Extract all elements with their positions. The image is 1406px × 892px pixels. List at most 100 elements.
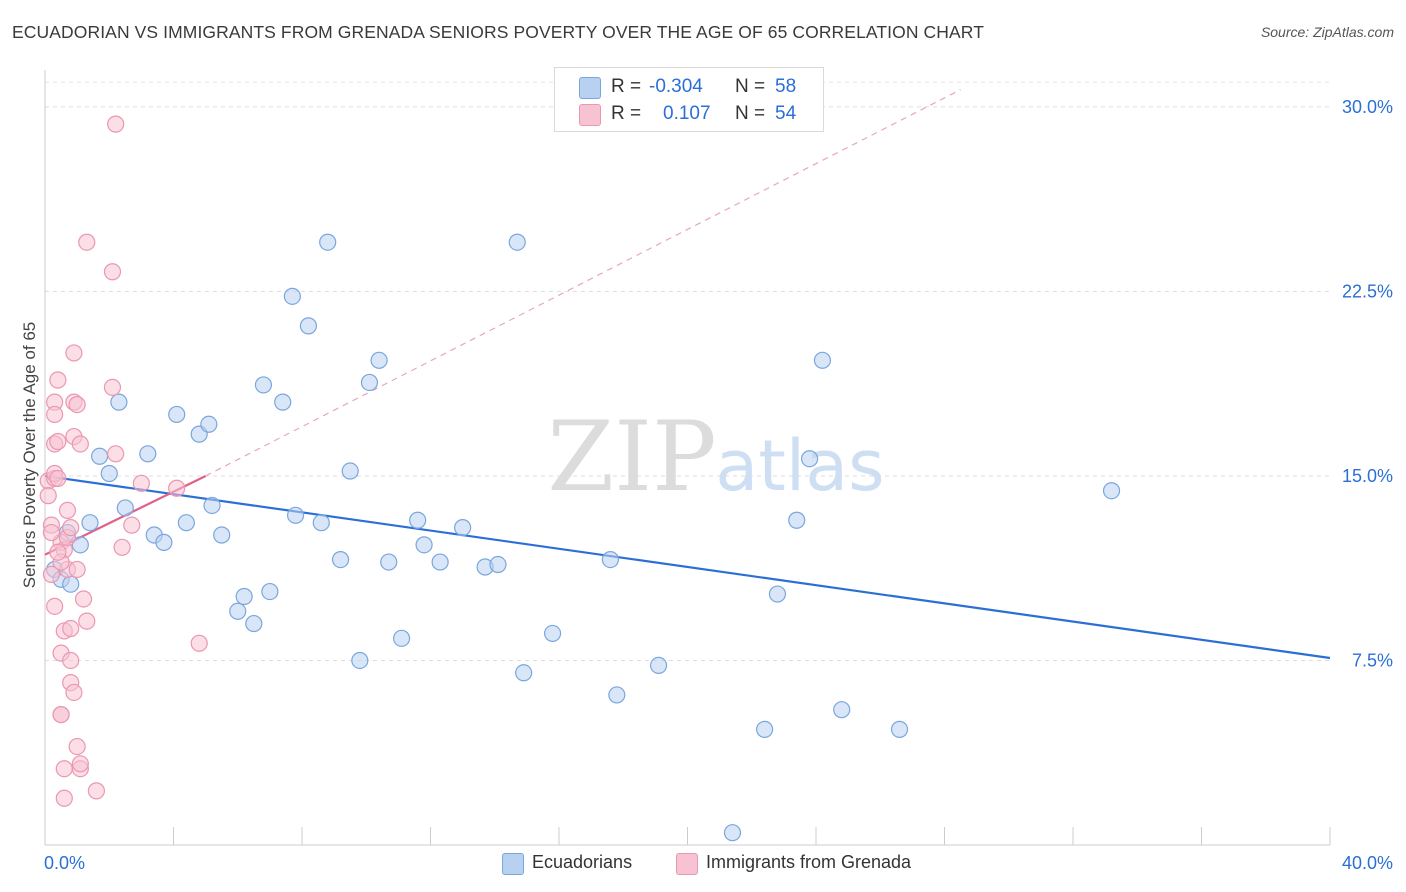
bottom-legend-label: Immigrants from Grenada bbox=[706, 852, 912, 872]
grenada-point bbox=[113, 538, 131, 556]
ecuadorian-point bbox=[755, 720, 774, 738]
grenada-point bbox=[71, 755, 89, 773]
ecuadorian-point bbox=[261, 582, 279, 601]
ecuadorian-point bbox=[245, 614, 263, 633]
grenada-point bbox=[103, 263, 122, 281]
ecuadorian-point bbox=[649, 656, 668, 674]
grenada-point bbox=[123, 516, 141, 534]
ecuadorian-point bbox=[177, 514, 195, 532]
grenada-point bbox=[78, 233, 96, 251]
ecuadorian-point bbox=[100, 464, 118, 483]
grenada-point bbox=[46, 405, 64, 424]
grenada-point bbox=[132, 474, 150, 492]
grenada-point bbox=[107, 115, 125, 133]
ecuadorian-point bbox=[788, 511, 806, 529]
ecuadorian-point bbox=[415, 536, 433, 554]
grenada-point bbox=[71, 435, 89, 453]
ecuadorian-point bbox=[833, 701, 851, 719]
ecuadorian-point bbox=[515, 664, 533, 682]
x-tick-label: 40.0% bbox=[1342, 853, 1393, 873]
ecuadorian-point bbox=[155, 533, 173, 551]
ecuadorian-point bbox=[286, 506, 305, 524]
grenada-point bbox=[49, 543, 67, 561]
ecuadorian-point bbox=[341, 462, 359, 480]
legend-r-label: R = bbox=[611, 103, 642, 124]
ecuadorian-point bbox=[508, 233, 526, 251]
x-tick-label: 0.0% bbox=[44, 853, 85, 873]
legend-r-value: 0.107 bbox=[663, 103, 711, 124]
ecuadorian-point bbox=[360, 373, 379, 392]
grenada-point bbox=[68, 737, 86, 756]
y-tick-label: 30.0% bbox=[1342, 97, 1393, 117]
grenada-point bbox=[78, 612, 96, 630]
grenada-point bbox=[62, 651, 80, 670]
ecuadorian-point bbox=[168, 405, 186, 424]
ecuadorian-point bbox=[62, 575, 80, 593]
ecuadorian-point bbox=[392, 629, 411, 647]
ecuadorian-point bbox=[299, 317, 318, 335]
grenada-point bbox=[52, 706, 70, 724]
grenada-point bbox=[74, 590, 93, 608]
legend-n-value: 58 bbox=[775, 76, 797, 97]
grenada-point bbox=[39, 487, 57, 505]
ecuadorian-trend-line bbox=[44, 474, 1331, 660]
pink-swatch-icon bbox=[676, 853, 698, 875]
grenada-point bbox=[42, 565, 61, 583]
ecuadorian-point bbox=[890, 720, 909, 738]
ecuadorian-point bbox=[454, 519, 472, 537]
ecuadorian-point bbox=[71, 536, 89, 554]
grenada-point bbox=[68, 396, 86, 414]
ecuadorian-point bbox=[116, 499, 134, 517]
grenada-point bbox=[42, 523, 61, 542]
ecuadorian-point bbox=[409, 511, 427, 529]
ecuadorian-point bbox=[331, 551, 350, 569]
grenada-point bbox=[49, 371, 67, 389]
grenada-point bbox=[168, 479, 186, 497]
grenada-point bbox=[62, 519, 80, 537]
ecuadorian-point bbox=[601, 551, 620, 569]
grenada-point bbox=[190, 634, 208, 652]
ecuadorian-point bbox=[203, 496, 221, 515]
ecuadorian-point bbox=[235, 587, 253, 606]
ecuadorian-point bbox=[813, 351, 832, 369]
ecuadorian-point bbox=[200, 415, 218, 433]
grenada-point bbox=[68, 560, 86, 579]
data-points bbox=[39, 115, 1121, 842]
ecuadorian-point bbox=[110, 393, 128, 411]
ecuadorian-point bbox=[723, 824, 742, 842]
chart-source: Source: ZipAtlas.com bbox=[1260, 24, 1394, 40]
ecuadorian-point bbox=[768, 585, 787, 603]
ecuadorian-point bbox=[91, 447, 109, 465]
y-tick-label: 7.5% bbox=[1352, 650, 1393, 670]
bottom-legend-label: Ecuadorians bbox=[532, 852, 633, 872]
ecuadorian-point bbox=[431, 553, 449, 571]
grid-lines bbox=[45, 81, 1330, 661]
ecuadorian-point bbox=[312, 514, 330, 532]
ecuadorian-point bbox=[319, 233, 337, 251]
ecuadorian-point bbox=[543, 624, 562, 643]
grenada-point bbox=[62, 619, 80, 638]
watermark-zip: ZIP bbox=[547, 401, 716, 513]
ecuadorian-point bbox=[489, 555, 507, 574]
ecuadorian-point bbox=[1102, 482, 1121, 500]
trend-lines bbox=[44, 89, 1331, 660]
legend-n-label: N = bbox=[735, 103, 766, 124]
watermark: ZIP atlas bbox=[547, 401, 884, 513]
ecuadorian-point bbox=[81, 514, 99, 532]
grenada-point bbox=[55, 789, 73, 807]
ecuadorian-point bbox=[351, 651, 369, 670]
pink-swatch-icon bbox=[579, 104, 601, 126]
correlation-legend: R = -0.304 N = 58 R = 0.107 N = 54 bbox=[554, 67, 824, 132]
grenada-point bbox=[49, 432, 67, 451]
y-tick-label: 22.5% bbox=[1342, 281, 1393, 301]
blue-swatch-icon bbox=[502, 853, 524, 875]
grenada-point bbox=[46, 597, 64, 615]
grenada-point bbox=[65, 344, 83, 362]
grenada-point bbox=[49, 469, 67, 488]
tick-labels: 7.5% 15.0% 22.5% 30.0% 0.0% 40.0% bbox=[44, 97, 1393, 873]
axes bbox=[44, 70, 1331, 846]
ecuadorian-point bbox=[139, 445, 157, 463]
grenada-point bbox=[55, 760, 73, 778]
y-axis-title: Seniors Poverty Over the Age of 65 bbox=[20, 321, 39, 589]
